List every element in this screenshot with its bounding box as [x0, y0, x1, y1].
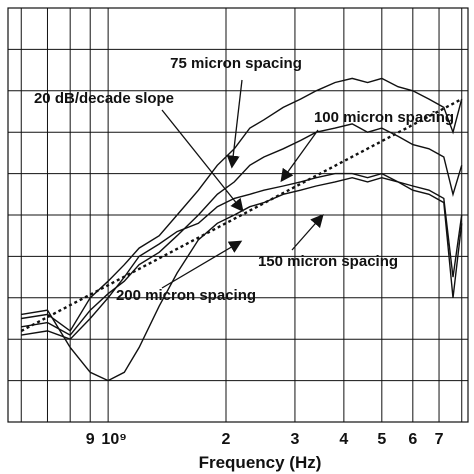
annotation-arrow	[291, 214, 324, 251]
series-line-200-micron-spacing	[21, 176, 463, 382]
annotation-label: 20 dB/decade slope	[34, 90, 174, 107]
annotation-arrow	[226, 79, 243, 169]
x-tick-label: 6	[408, 431, 417, 448]
x-tick-label: 4	[339, 431, 348, 448]
annotation-arrow	[280, 129, 319, 183]
x-tick-label: 10⁹	[101, 431, 126, 448]
x-tick-label: 7	[435, 431, 444, 448]
x-tick-label: 9	[86, 431, 95, 448]
series-group	[20, 77, 463, 382]
grid	[7, 7, 469, 423]
annotation-arrow	[161, 109, 244, 213]
annotation-label: 75 micron spacing	[170, 55, 302, 72]
annotation-arrow	[161, 240, 243, 289]
series-line-75-micron-spacing	[21, 77, 463, 332]
annotation-label: 150 micron spacing	[258, 253, 398, 270]
annotations: 75 micron spacing 20 dB/decade slope 100 m…	[34, 55, 454, 304]
x-tick-label: 5	[377, 431, 386, 448]
annotation-label: 200 micron spacing	[116, 287, 256, 304]
series-line-20-db-decade-slope	[20, 98, 463, 332]
x-tick-label: 2	[222, 431, 231, 448]
annotation-label: 100 micron spacing	[314, 109, 454, 126]
x-axis-label: Frequency (Hz)	[199, 453, 322, 472]
series-line-150-micron-spacing	[21, 172, 463, 341]
x-tick-label: 3	[290, 431, 299, 448]
series-line-100-micron-spacing	[21, 123, 463, 336]
x-tick-labels: 9 10⁹ 2 3 4 5 6 7	[86, 431, 444, 448]
